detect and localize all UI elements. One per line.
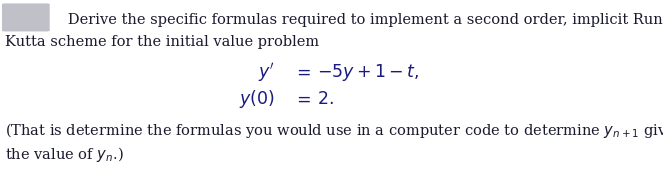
FancyBboxPatch shape	[2, 3, 50, 31]
Text: $y'$: $y'$	[259, 61, 275, 84]
Text: $-5y + 1 - t,$: $-5y + 1 - t,$	[317, 62, 419, 83]
Text: Derive the specific formulas required to implement a second order, implicit Rung: Derive the specific formulas required to…	[54, 13, 663, 27]
Text: $=$: $=$	[292, 91, 311, 108]
Text: $=$: $=$	[292, 64, 311, 81]
Text: $y(0)$: $y(0)$	[239, 88, 275, 110]
Text: Kutta scheme for the initial value problem: Kutta scheme for the initial value probl…	[5, 35, 320, 49]
Text: the value of $y_n$.): the value of $y_n$.)	[5, 145, 124, 164]
Text: $2.$: $2.$	[317, 91, 333, 108]
Text: (That is determine the formulas you would use in a computer code to determine $y: (That is determine the formulas you woul…	[5, 121, 663, 140]
